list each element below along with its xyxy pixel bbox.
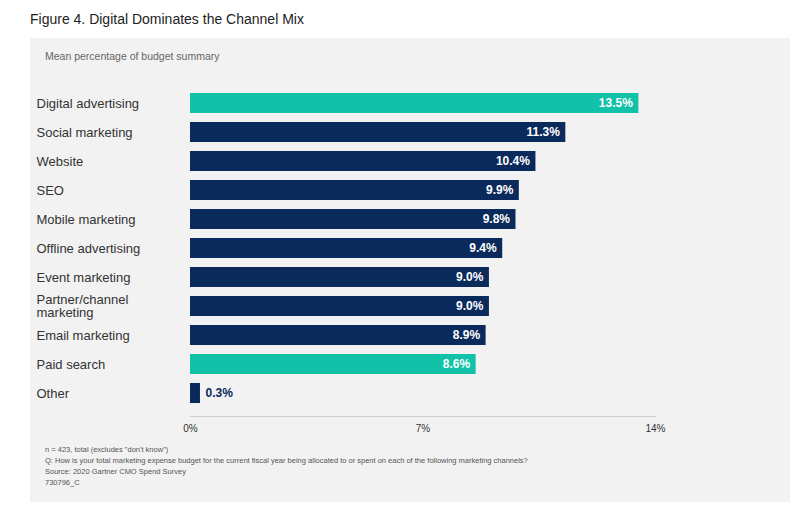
svg-text:Paid search: Paid search: [37, 357, 106, 372]
svg-text:Email marketing: Email marketing: [37, 328, 130, 343]
svg-text:Social marketing: Social marketing: [37, 125, 133, 140]
svg-text:9.0%: 9.0%: [456, 299, 484, 313]
svg-text:0%: 0%: [183, 423, 198, 434]
svg-text:10.4%: 10.4%: [496, 154, 530, 168]
svg-text:Offline advertising: Offline advertising: [37, 241, 141, 256]
svg-text:Other: Other: [37, 386, 70, 401]
svg-text:14%: 14%: [645, 423, 665, 434]
html-text:730796_C: 730796_C: [45, 478, 80, 487]
svg-text:Partner/channelmarketing: Partner/channelmarketing: [37, 292, 129, 320]
svg-text:11.3%: 11.3%: [526, 125, 560, 139]
svg-text:Digital advertising: Digital advertising: [37, 96, 140, 111]
svg-text:SEO: SEO: [37, 183, 64, 198]
svg-text:9.4%: 9.4%: [469, 241, 497, 255]
svg-text:Website: Website: [37, 154, 84, 169]
svg-text:13.5%: 13.5%: [599, 96, 633, 110]
html-text:Mean percentage of budget summ: Mean percentage of budget summary: [45, 50, 220, 62]
svg-text:9.9%: 9.9%: [486, 183, 514, 197]
svg-text:Mobile marketing: Mobile marketing: [37, 212, 136, 227]
svg-text:9.8%: 9.8%: [483, 212, 511, 226]
svg-text:Event marketing: Event marketing: [37, 270, 131, 285]
html-text:Figure 4. Digital Dominates th: Figure 4. Digital Dominates the Channel …: [30, 11, 304, 27]
html-text:n = 423, total (excludes "don': n = 423, total (excludes "don't know"): [45, 445, 169, 454]
svg-text:9.0%: 9.0%: [456, 270, 484, 284]
svg-text:0.3%: 0.3%: [205, 386, 233, 400]
svg-text:8.6%: 8.6%: [443, 357, 471, 371]
html-text:Source: 2020 Gartner CMO Spend: Source: 2020 Gartner CMO Spend Survey: [45, 467, 186, 476]
svg-text:7%: 7%: [416, 423, 431, 434]
html-text:Q: How is your total marketing: Q: How is your total marketing expense b…: [45, 456, 528, 465]
svg-text:8.9%: 8.9%: [453, 328, 481, 342]
